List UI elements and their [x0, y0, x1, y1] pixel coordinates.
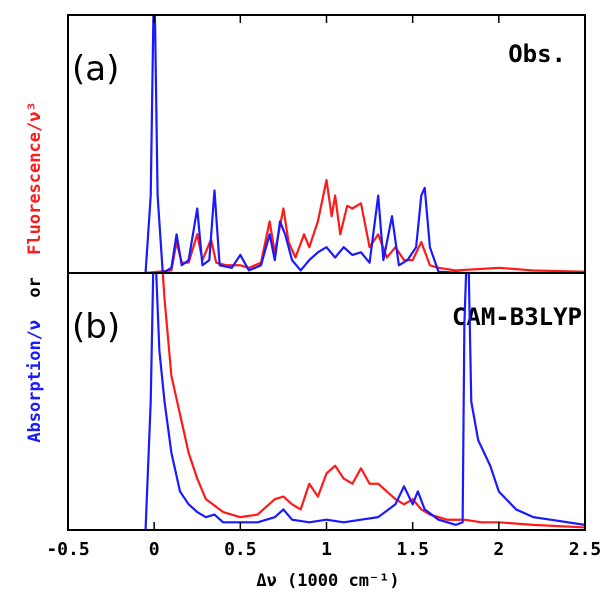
x-tick-label: 2 [493, 539, 504, 560]
x-tick-label: 0.5 [224, 539, 257, 560]
line [144, 15, 585, 273]
panel-annotation: Obs. [508, 40, 566, 68]
x-tick-label: -0.5 [46, 539, 89, 560]
panel-label: (a) [72, 49, 119, 89]
x-tick-label: 0 [149, 539, 160, 560]
y-label-part: or [25, 277, 45, 297]
plot-area [144, 15, 585, 273]
line [145, 179, 585, 273]
x-tick-label: 1.5 [396, 539, 429, 560]
line [144, 273, 585, 530]
y-axis-label: Absorption/ν or Fluorescence/ν³ [25, 101, 45, 442]
x-tick-label: 2.5 [569, 539, 602, 560]
y-label-part: Fluorescence/ν³ [25, 101, 45, 255]
line [161, 273, 585, 529]
x-tick-label: 1 [321, 539, 332, 560]
plot-area [144, 273, 585, 530]
panel-annotation: CAM-B3LYP [452, 303, 582, 331]
x-axis-label: Δν (1000 cm⁻¹) [256, 571, 399, 591]
y-label-part: Absorption/ν [25, 320, 45, 443]
panel-label: (b) [72, 307, 120, 347]
